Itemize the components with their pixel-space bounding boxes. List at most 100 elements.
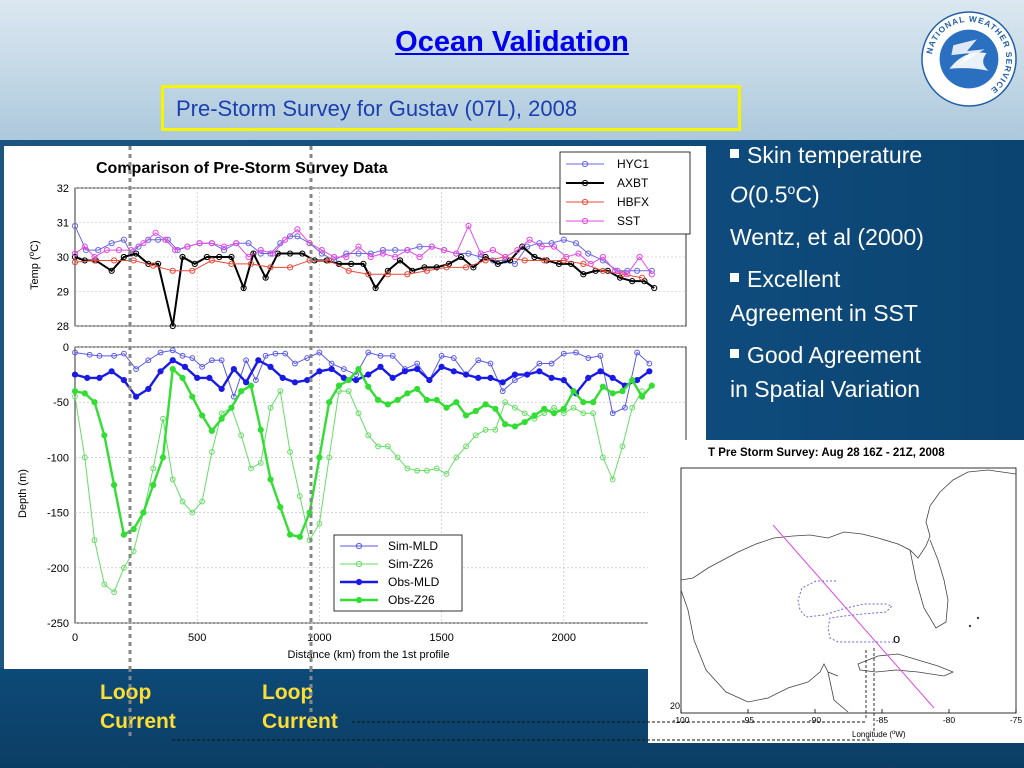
axbt-point bbox=[216, 253, 223, 261]
obs-z26-point bbox=[629, 377, 636, 384]
obs-z26-point bbox=[81, 390, 88, 397]
legend-label: Sim-Z26 bbox=[388, 557, 434, 571]
obs-z26-line bbox=[74, 366, 653, 539]
comparison-chart-panel: Comparison of Pre-Storm Survey Data 28 29… bbox=[4, 146, 706, 669]
sim-z26-point bbox=[433, 465, 440, 472]
obs-mld-point bbox=[316, 368, 323, 375]
yucatan-coastline bbox=[827, 671, 849, 713]
obs-mld-point bbox=[462, 371, 470, 378]
obs-z26-point bbox=[453, 399, 460, 406]
sst-point bbox=[428, 243, 435, 250]
sim-z26-point bbox=[384, 443, 391, 450]
map-x-label: Longitude (oW) bbox=[852, 730, 906, 739]
obs-z26-point bbox=[482, 401, 489, 408]
obs-z26-point bbox=[609, 390, 616, 397]
obs-mld-point bbox=[340, 374, 347, 382]
sim-mld-point bbox=[560, 350, 567, 357]
hbfx-point bbox=[326, 257, 333, 264]
obs-z26-point bbox=[384, 401, 391, 408]
obs-mld-point bbox=[597, 368, 604, 375]
sim-z26-point bbox=[463, 443, 469, 450]
sst-point bbox=[162, 236, 169, 243]
bullet-marker bbox=[730, 149, 739, 159]
sim-z26-point bbox=[101, 581, 108, 588]
map-marker-label: o bbox=[893, 631, 900, 646]
sim-mld-point bbox=[243, 357, 249, 364]
axbt-point bbox=[494, 260, 501, 268]
sst-point bbox=[355, 243, 362, 250]
obs-mld-point bbox=[96, 374, 103, 382]
sim-z26-point bbox=[521, 410, 528, 417]
bullet-text: Skin temperature bbox=[747, 142, 923, 168]
hbfx-point bbox=[71, 259, 79, 266]
sim-z26-point bbox=[453, 454, 460, 461]
sim-z26-point bbox=[600, 454, 606, 461]
obs-mld-point bbox=[230, 365, 237, 373]
sst-point bbox=[453, 250, 460, 257]
sim-z26-point bbox=[394, 454, 401, 461]
sim-mld-point bbox=[145, 357, 152, 364]
sim-z26-point bbox=[375, 443, 381, 450]
temp-tick-label: 29 bbox=[57, 287, 69, 299]
sim-z26-point bbox=[492, 426, 499, 433]
depth-panel: 0-50-100-150-200-25005001000150020002500… bbox=[17, 342, 698, 661]
sst-point bbox=[648, 271, 655, 278]
bullet-marker bbox=[730, 349, 739, 359]
x-axis-label: Distance (km) from the 1st profile bbox=[288, 649, 450, 661]
sim-z26-point bbox=[267, 404, 274, 411]
obs-mld-point bbox=[401, 368, 409, 375]
axbt-point bbox=[250, 250, 257, 257]
loop-label-line: Current bbox=[100, 710, 176, 733]
obs-z26-point bbox=[101, 432, 108, 439]
hyc1-point bbox=[379, 247, 387, 254]
obs-z26-point bbox=[130, 526, 137, 533]
chart-title: Comparison of Pre-Storm Survey Data bbox=[96, 160, 388, 177]
bullet-text: Agreement in SST bbox=[730, 299, 918, 326]
sst-point bbox=[220, 243, 228, 250]
axbt-point bbox=[348, 260, 355, 268]
map-title: T Pre Storm Survey: Aug 28 16Z - 21Z, 20… bbox=[708, 447, 945, 459]
axbt-point bbox=[179, 253, 186, 261]
obs-mld-point bbox=[120, 377, 127, 384]
sst-point bbox=[318, 247, 325, 254]
sst-point bbox=[71, 250, 79, 257]
obs-z26-point bbox=[345, 377, 352, 384]
sim-mld-point bbox=[389, 352, 396, 359]
sim-z26-point bbox=[296, 493, 303, 499]
sst-point bbox=[489, 247, 497, 254]
hyc1-point bbox=[154, 236, 162, 243]
sim-mld-point bbox=[573, 349, 579, 356]
bullet-text: Excellent bbox=[747, 265, 841, 292]
sim-mld-point bbox=[487, 360, 494, 367]
hbfx-point bbox=[208, 257, 215, 264]
axbt-point bbox=[519, 243, 526, 250]
sim-mld-point bbox=[414, 360, 421, 367]
obs-z26-point bbox=[404, 390, 411, 397]
hyc1-point bbox=[355, 250, 362, 257]
survey-map: T Pre Storm Survey: Aug 28 16Z - 21Z, 20… bbox=[670, 447, 1023, 739]
bullet-sup: o bbox=[787, 181, 796, 197]
legend-marker bbox=[581, 217, 589, 225]
florida-coastline bbox=[909, 539, 949, 629]
obs-z26-point bbox=[296, 533, 303, 540]
sim-mld-point bbox=[272, 350, 279, 357]
map-tick-label: -75 bbox=[1010, 715, 1023, 725]
legend-label: Obs-Z26 bbox=[388, 593, 435, 607]
sim-z26-point bbox=[111, 589, 118, 595]
sst-line bbox=[74, 224, 653, 275]
sim-mld-point bbox=[475, 357, 482, 364]
sst-point bbox=[526, 236, 533, 243]
hbfx-point bbox=[521, 257, 528, 264]
obs-mld-point bbox=[438, 363, 445, 370]
series-axbt bbox=[71, 243, 658, 330]
sst-point bbox=[233, 240, 240, 247]
map-tick-label: -100 bbox=[672, 715, 689, 725]
bullet-marker bbox=[730, 273, 739, 283]
obs-z26-point bbox=[277, 503, 284, 511]
sst-point bbox=[245, 253, 252, 261]
hbfx-point bbox=[541, 257, 548, 264]
sim-mld-point bbox=[634, 349, 641, 356]
legend-label: Sim-MLD bbox=[388, 539, 438, 553]
obs-z26-point bbox=[433, 396, 440, 404]
sst-point bbox=[514, 247, 521, 254]
